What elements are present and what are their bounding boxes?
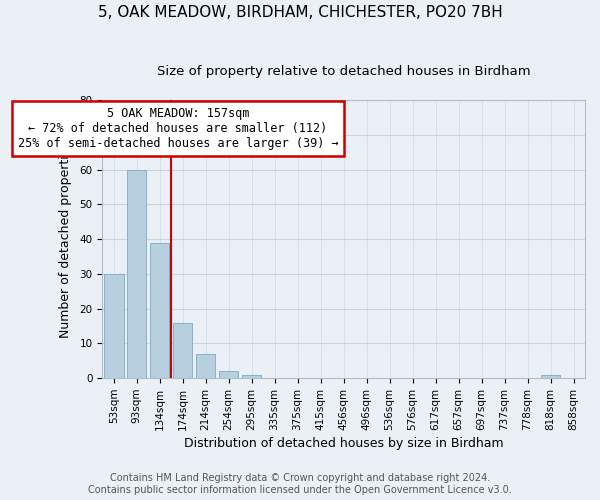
Bar [104,274,124,378]
Bar [173,322,193,378]
Bar [219,372,238,378]
X-axis label: Distribution of detached houses by size in Birdham: Distribution of detached houses by size … [184,437,503,450]
Y-axis label: Number of detached properties: Number of detached properties [59,140,73,338]
Bar [196,354,215,378]
Title: Size of property relative to detached houses in Birdham: Size of property relative to detached ho… [157,65,530,78]
Bar [541,374,560,378]
Bar [242,374,262,378]
Bar [127,170,146,378]
Text: 5 OAK MEADOW: 157sqm
← 72% of detached houses are smaller (112)
25% of semi-deta: 5 OAK MEADOW: 157sqm ← 72% of detached h… [18,107,338,150]
Bar [150,242,169,378]
Text: Contains HM Land Registry data © Crown copyright and database right 2024.
Contai: Contains HM Land Registry data © Crown c… [88,474,512,495]
Text: 5, OAK MEADOW, BIRDHAM, CHICHESTER, PO20 7BH: 5, OAK MEADOW, BIRDHAM, CHICHESTER, PO20… [98,5,502,20]
